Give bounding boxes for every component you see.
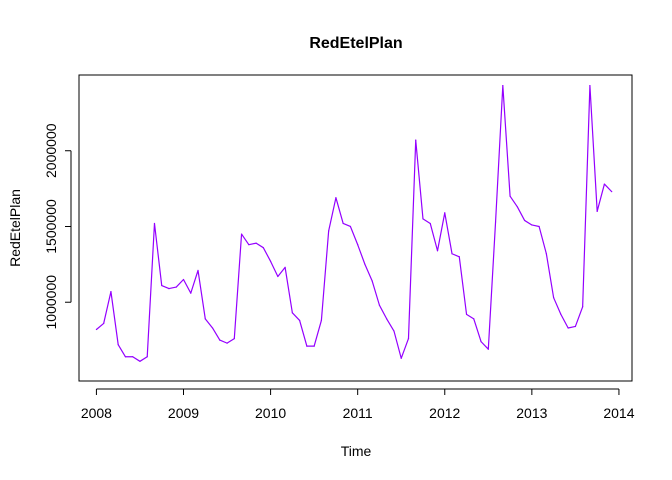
y-tick-label: 1000000	[43, 275, 59, 330]
data-point	[378, 304, 381, 306]
data-point	[291, 312, 293, 314]
data-point	[226, 342, 228, 344]
data-point	[545, 253, 547, 255]
data-point	[357, 244, 359, 246]
data-point	[473, 318, 475, 320]
data-point	[248, 244, 250, 246]
data-point	[502, 85, 504, 87]
data-point	[175, 286, 177, 288]
data-point	[603, 183, 606, 185]
data-point	[182, 278, 185, 281]
data-point	[415, 139, 417, 141]
data-point	[422, 218, 424, 220]
y-axis: 1000000 1500000 2000000	[43, 123, 72, 330]
data-point	[407, 337, 410, 340]
data-point	[211, 327, 214, 329]
data-point	[110, 291, 112, 293]
data-point	[132, 356, 134, 358]
data-point	[153, 222, 156, 225]
data-point	[117, 344, 119, 346]
data-point	[262, 247, 264, 249]
data-point	[538, 225, 540, 228]
data-point	[103, 322, 105, 325]
data-point	[386, 318, 388, 320]
data-point	[269, 260, 272, 262]
data-point	[480, 341, 482, 343]
data-point	[523, 219, 526, 222]
data-point	[458, 256, 460, 258]
x-tick-label: 2012	[429, 405, 460, 421]
data-point	[393, 330, 395, 332]
data-point	[582, 306, 584, 308]
data-point	[400, 357, 402, 359]
data-point	[306, 345, 308, 347]
x-tick-label: 2013	[516, 405, 547, 421]
data-point	[197, 269, 199, 272]
x-tick-label: 2010	[255, 405, 286, 421]
data-point	[516, 206, 518, 208]
data-point	[233, 337, 235, 340]
x-tick-label: 2009	[168, 405, 199, 421]
data-point	[611, 191, 613, 193]
data-point	[531, 224, 533, 226]
data-point	[146, 356, 148, 358]
data-point	[574, 325, 576, 328]
data-point	[313, 345, 315, 347]
series-line	[96, 85, 613, 362]
data-point	[255, 242, 257, 244]
data-point	[124, 356, 127, 358]
x-tick-label: 2014	[603, 405, 634, 421]
y-tick-label: 2000000	[43, 123, 59, 178]
data-point	[429, 222, 431, 225]
data-point	[161, 284, 163, 287]
data-point	[444, 212, 446, 214]
x-tick-label: 2011	[343, 405, 373, 421]
data-point	[567, 327, 569, 329]
x-tick-label: 2008	[81, 405, 112, 421]
data-point	[277, 275, 279, 278]
data-point	[494, 221, 497, 223]
data-point	[364, 263, 366, 265]
x-axis-label: Time	[341, 443, 372, 459]
data-point	[553, 297, 555, 299]
data-point	[465, 313, 468, 315]
data-point	[240, 233, 243, 235]
data-point	[190, 292, 192, 294]
data-point	[596, 210, 598, 212]
chart-title: RedEtelPlan	[309, 35, 402, 52]
data-point	[139, 360, 141, 362]
data-point	[204, 318, 206, 320]
data-point	[589, 85, 591, 87]
data-point	[335, 197, 337, 199]
data-point	[95, 328, 98, 331]
data-point	[320, 319, 322, 322]
y-axis-label: RedEtelPlan	[7, 189, 23, 267]
data-point	[509, 195, 511, 197]
plot-frame	[78, 74, 633, 382]
data-point	[436, 250, 439, 252]
y-tick-label: 1500000	[43, 199, 59, 254]
data-point	[219, 339, 221, 341]
data-point	[168, 287, 170, 290]
data-point	[342, 222, 344, 225]
data-point	[284, 266, 286, 268]
data-point	[487, 348, 489, 350]
data-point	[371, 280, 373, 282]
data-point	[328, 230, 330, 232]
x-axis: 2008 2009 2010 2011 2012 2013 2014	[81, 388, 635, 421]
data-point	[349, 225, 352, 228]
data-point	[299, 319, 301, 322]
data-point	[451, 253, 453, 255]
data-points	[95, 85, 613, 362]
data-point	[560, 313, 562, 315]
